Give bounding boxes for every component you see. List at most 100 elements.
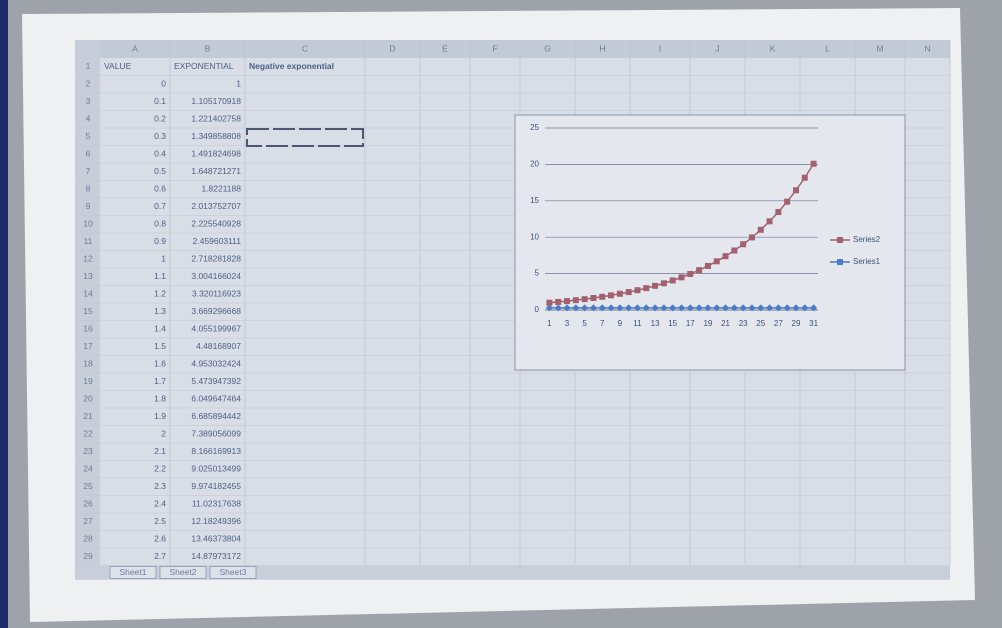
- row-number: 12: [83, 254, 93, 264]
- cell: 1.8221188: [201, 184, 241, 194]
- cell: 2.7: [154, 551, 166, 561]
- marker: [599, 294, 605, 300]
- marker: [731, 248, 737, 254]
- marker: [643, 285, 649, 291]
- y-tick-label: 25: [530, 123, 539, 132]
- column-header: H: [599, 43, 605, 53]
- column-header: A: [132, 43, 138, 53]
- marker: [740, 241, 746, 247]
- column-header: F: [492, 43, 497, 53]
- row-number: 25: [83, 481, 93, 491]
- cell: 0.8: [154, 219, 166, 229]
- cell: 1.349858808: [191, 131, 241, 141]
- x-tick-label: 21: [721, 319, 730, 328]
- row-number: 4: [86, 114, 91, 124]
- chart-box: [515, 115, 905, 370]
- x-tick-label: 11: [633, 319, 642, 328]
- cell: 2.225540928: [191, 219, 241, 229]
- column-header: M: [876, 43, 883, 53]
- cell: 2.2: [154, 464, 166, 474]
- row-number: 6: [86, 149, 91, 159]
- x-tick-label: 17: [686, 319, 695, 328]
- row-number: 7: [86, 166, 91, 176]
- x-tick-label: 19: [703, 319, 712, 328]
- x-tick-label: 27: [774, 319, 783, 328]
- cell: 11.02317638: [192, 499, 241, 509]
- x-tick-label: 5: [582, 319, 587, 328]
- row-number: 1: [86, 61, 91, 71]
- cell: 1.5: [154, 341, 166, 351]
- marker: [723, 253, 729, 259]
- y-tick-label: 20: [530, 160, 539, 169]
- x-tick-label: 25: [756, 319, 765, 328]
- cell: 9.025013499: [191, 464, 241, 474]
- marker: [811, 161, 817, 167]
- cell: 1.105170918: [191, 96, 241, 106]
- marker: [617, 291, 623, 297]
- x-tick-label: 31: [809, 319, 818, 328]
- cell: 0: [161, 79, 166, 89]
- cell: 0.2: [154, 114, 166, 124]
- x-tick-label: 29: [792, 319, 801, 328]
- row-number: 16: [83, 324, 93, 334]
- cell: 5.473947392: [191, 376, 241, 386]
- cell: 2.6: [154, 534, 166, 544]
- cell: 1.6: [154, 359, 166, 369]
- cell: 3.004166024: [191, 271, 241, 281]
- column-header: G: [544, 43, 551, 53]
- cell: 2.5: [154, 516, 166, 526]
- cell: 3.320116923: [192, 289, 241, 299]
- cell: 1.3: [154, 306, 166, 316]
- sheet-tab-label[interactable]: Sheet3: [220, 567, 247, 577]
- row-number: 15: [83, 306, 93, 316]
- row-number: 11: [84, 236, 93, 246]
- row-number: 3: [86, 96, 91, 106]
- row-number: 26: [83, 499, 93, 509]
- cell: 0.6: [154, 184, 166, 194]
- marker: [696, 267, 702, 273]
- cell: 2.013752707: [191, 201, 241, 211]
- marker: [802, 175, 808, 181]
- legend-label: Series2: [853, 235, 881, 244]
- x-tick-label: 15: [668, 319, 677, 328]
- sheet-tab-label[interactable]: Sheet2: [170, 567, 197, 577]
- cell: 0.9: [154, 236, 166, 246]
- cell: 1: [236, 79, 241, 89]
- cell: 14.87973172: [191, 551, 241, 561]
- row-number: 21: [83, 411, 93, 421]
- legend-marker: [837, 259, 843, 265]
- marker: [758, 227, 764, 233]
- x-tick-label: 7: [600, 319, 605, 328]
- row-number: 5: [86, 131, 91, 141]
- cell: 2.1: [154, 446, 166, 456]
- marker: [661, 280, 667, 286]
- cell: 1.1: [154, 271, 166, 281]
- x-tick-label: 9: [618, 319, 623, 328]
- row-number: 9: [86, 201, 91, 211]
- marker: [634, 287, 640, 293]
- cell: 13.46373804: [191, 534, 241, 544]
- column-header: K: [770, 43, 776, 53]
- marker: [714, 258, 720, 264]
- row-number: 18: [83, 359, 93, 369]
- y-tick-label: 0: [535, 305, 540, 314]
- cell: 1.4: [154, 324, 166, 334]
- marker: [564, 298, 570, 304]
- cell: EXPONENTIAL: [174, 61, 234, 71]
- cell: VALUE: [104, 61, 132, 71]
- y-tick-label: 5: [535, 269, 540, 278]
- y-tick-label: 10: [530, 232, 539, 241]
- cell: 7.389056099: [191, 429, 241, 439]
- cell: 4.055199967: [191, 324, 241, 334]
- x-tick-label: 1: [547, 319, 552, 328]
- marker: [705, 263, 711, 269]
- marker: [590, 295, 596, 301]
- row-number: 27: [83, 516, 93, 526]
- cell: 0.3: [154, 131, 166, 141]
- x-tick-label: 23: [739, 319, 748, 328]
- sheet-tab-label[interactable]: Sheet1: [120, 567, 147, 577]
- row-number: 23: [83, 446, 93, 456]
- cell: 2: [161, 429, 166, 439]
- cell: 1.2: [154, 289, 166, 299]
- cell: 3.669296668: [191, 306, 241, 316]
